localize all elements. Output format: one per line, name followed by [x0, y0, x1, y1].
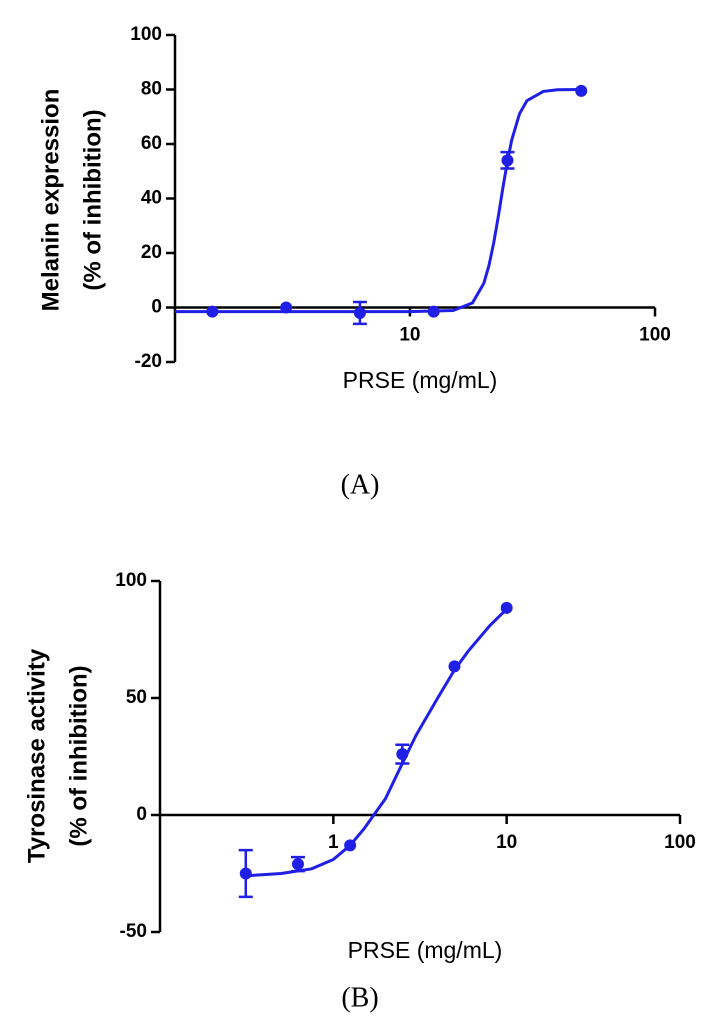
y-axis-title: (% of inhibition) — [65, 665, 92, 846]
y-tick-label: 100 — [130, 24, 162, 45]
y-tick-label: 0 — [136, 804, 147, 825]
y-tick-label: 20 — [141, 242, 162, 263]
fit-curve — [175, 88, 582, 314]
x-tick-label: 100 — [639, 325, 671, 346]
y-axis-title: Tyrosinase activity — [23, 648, 50, 863]
x-tick-label: 10 — [496, 832, 517, 853]
y-axis-title: Melanin expression — [37, 89, 64, 312]
panel-caption: (B) — [341, 982, 378, 1013]
y-tick-label: 60 — [141, 133, 162, 154]
data-point — [500, 601, 513, 614]
y-tick-label: -20 — [135, 351, 162, 372]
y-tick-label: 0 — [151, 297, 162, 318]
data-point — [344, 839, 357, 852]
x-axis-title: PRSE (mg/mL) — [348, 937, 503, 963]
x-tick-label: 100 — [664, 832, 696, 853]
data-point — [291, 858, 304, 871]
data-point — [448, 660, 461, 673]
y-tick-label: 50 — [126, 687, 147, 708]
data-point — [353, 306, 366, 319]
panel-caption: (A) — [341, 469, 380, 500]
y-tick-label: 100 — [115, 570, 147, 591]
fit-curve — [245, 608, 508, 878]
y-tick-label: 40 — [141, 188, 162, 209]
data-point — [575, 84, 588, 97]
x-tick-label: 10 — [399, 325, 420, 346]
data-point — [396, 748, 409, 761]
y-tick-label: -50 — [120, 921, 147, 942]
data-point — [501, 154, 514, 167]
data-point — [206, 305, 219, 318]
y-axis-title: (% of inhibition) — [79, 109, 106, 290]
data-point — [239, 867, 252, 880]
y-tick-label: 80 — [141, 79, 162, 100]
data-point — [280, 301, 293, 314]
x-tick-label: 1 — [328, 832, 339, 853]
data-point — [427, 305, 440, 318]
x-axis-title: PRSE (mg/mL) — [343, 367, 498, 393]
